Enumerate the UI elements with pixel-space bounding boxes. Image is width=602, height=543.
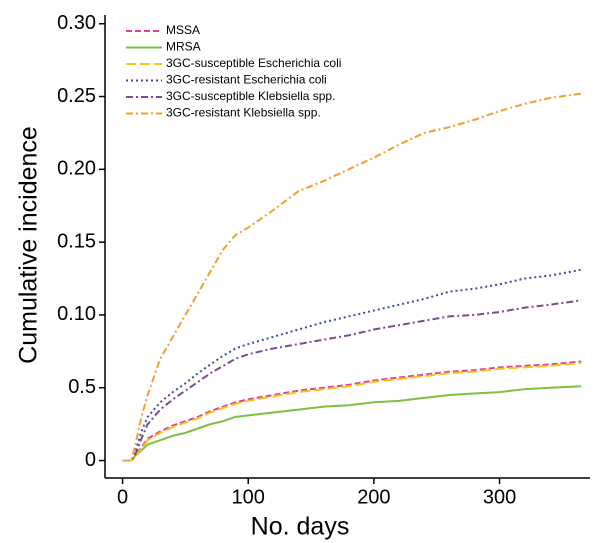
- y-tick-label: 0.5: [68, 376, 96, 398]
- legend-label: 3GC-resistant Escherichia coli: [166, 73, 327, 87]
- y-tick-label: 0.30: [57, 12, 96, 34]
- y-tick-label: 0: [85, 449, 96, 471]
- x-tick-label: 0: [117, 486, 128, 508]
- legend-label: MRSA: [166, 40, 201, 54]
- y-tick-label: 0.15: [57, 230, 96, 252]
- series-line: [122, 360, 582, 462]
- series-line: [122, 268, 582, 462]
- series-line: [122, 92, 582, 462]
- y-tick-label: 0.25: [57, 85, 96, 107]
- series-line: [122, 385, 582, 462]
- legend-label: 3GC-susceptible Klebsiella spp.: [166, 89, 335, 103]
- y-tick-label: 0.20: [57, 158, 96, 180]
- series-line: [122, 361, 582, 462]
- y-axis-label: Cumulative incidence: [15, 126, 43, 364]
- legend-label: 3GC-susceptible Escherichia coli: [166, 56, 341, 70]
- x-tick-label: 100: [232, 486, 265, 508]
- legend-label: MSSA: [166, 23, 200, 37]
- legend-label: 3GC-resistant Klebsiella spp.: [166, 106, 321, 120]
- series-line: [122, 299, 582, 462]
- x-tick-label: 200: [357, 486, 390, 508]
- y-tick-label: 0.10: [57, 303, 96, 325]
- x-tick-label: 300: [483, 486, 516, 508]
- x-axis-label: No. days: [251, 513, 350, 541]
